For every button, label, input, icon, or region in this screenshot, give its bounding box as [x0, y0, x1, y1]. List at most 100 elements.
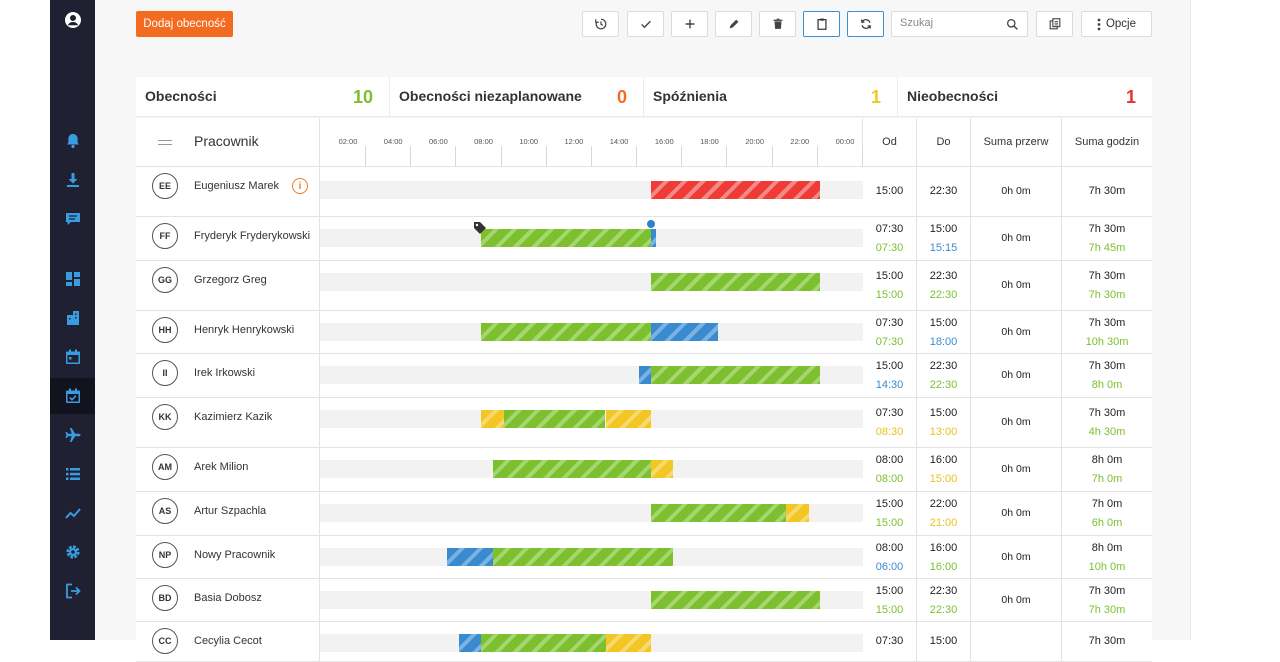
delete-button[interactable]	[759, 11, 796, 37]
od-cell[interactable]: 15:00 15:00	[863, 261, 917, 311]
employee-name[interactable]: Nowy Pracownik	[194, 549, 276, 561]
sidebar-item-plane[interactable]	[50, 417, 95, 453]
sidebar-item-calendar[interactable]	[50, 339, 95, 375]
search-input[interactable]	[900, 17, 1010, 29]
attendance-bar-green[interactable]	[481, 323, 651, 341]
do-cell[interactable]: 16:00 16:00	[917, 536, 971, 579]
do-cell[interactable]: 22:00 21:00	[917, 492, 971, 536]
do-cell[interactable]: 22:30 22:30	[917, 354, 971, 398]
do-cell[interactable]: 22:30	[917, 167, 971, 217]
attendance-bar-green[interactable]	[650, 366, 821, 384]
breaks-header[interactable]: Suma przerw	[971, 118, 1062, 167]
total-header[interactable]: Suma godzin	[1062, 118, 1152, 167]
sidebar-item-logout[interactable]	[50, 573, 95, 609]
attendance-bar-green[interactable]	[503, 410, 606, 428]
stat-card[interactable]: Spóźnienia 1	[644, 77, 898, 117]
attendance-bar-red[interactable]	[650, 181, 821, 199]
edit-button[interactable]	[715, 11, 752, 37]
employee-name[interactable]: Henryk Henrykowski	[194, 324, 295, 336]
attendance-bar-green[interactable]	[492, 460, 651, 478]
total-cell[interactable]: 8h 0m 7h 0m	[1062, 448, 1152, 492]
sidebar-item-calendar-check[interactable]	[50, 378, 95, 414]
sidebar-item-download[interactable]	[50, 162, 95, 198]
employee-row[interactable]: AM Arek Milion	[136, 448, 320, 492]
attendance-bar-green[interactable]	[650, 504, 787, 522]
breaks-cell[interactable]: 0h 0m	[971, 398, 1062, 448]
breaks-cell[interactable]: 0h 0m	[971, 354, 1062, 398]
od-cell[interactable]: 07:30 08:30	[863, 398, 917, 448]
attendance-bar-yellow[interactable]	[605, 634, 651, 652]
total-cell[interactable]: 7h 30m 7h 45m	[1062, 217, 1152, 261]
breaks-cell[interactable]: 0h 0m	[971, 167, 1062, 217]
refresh-button[interactable]	[847, 11, 884, 37]
od-cell[interactable]: 15:00 15:00	[863, 492, 917, 536]
sidebar-item-dashboard[interactable]	[50, 261, 95, 297]
pin-marker[interactable]	[646, 220, 655, 228]
stat-card[interactable]: Obecności niezaplanowane 0	[390, 77, 644, 117]
search-icon[interactable]	[1006, 18, 1019, 31]
employee-name[interactable]: Artur Szpachla	[194, 505, 267, 517]
do-cell[interactable]: 15:00 15:15	[917, 217, 971, 261]
attendance-bar-yellow[interactable]	[650, 460, 674, 478]
od-cell[interactable]: 07:30 07:30	[863, 311, 917, 354]
attendance-bar-blue[interactable]	[650, 229, 657, 247]
breaks-cell[interactable]: 0h 0m	[971, 311, 1062, 354]
employee-row[interactable]: KK Kazimierz Kazik	[136, 398, 320, 448]
breaks-cell[interactable]: 0h 0m	[971, 448, 1062, 492]
sidebar-item-list[interactable]	[50, 456, 95, 492]
employee-row[interactable]: BD Basia Dobosz	[136, 579, 320, 622]
history-button[interactable]	[582, 11, 619, 37]
sidebar-item-user-circle[interactable]	[50, 2, 95, 38]
breaks-cell[interactable]	[971, 622, 1062, 662]
employee-name[interactable]: Fryderyk Fryderykowski	[194, 230, 311, 242]
attendance-bar-green[interactable]	[650, 273, 821, 291]
sidebar-item-bell[interactable]	[50, 123, 95, 159]
employee-row[interactable]: FF Fryderyk Fryderykowski	[136, 217, 320, 261]
add-attendance-button[interactable]: Dodaj obecność	[136, 11, 233, 37]
employee-name[interactable]: Eugeniusz Marek	[194, 180, 279, 192]
options-button[interactable]: Opcje	[1081, 11, 1152, 37]
do-cell[interactable]: 15:00 13:00	[917, 398, 971, 448]
attendance-bar-yellow[interactable]	[786, 504, 809, 522]
attendance-bar-green[interactable]	[481, 229, 651, 247]
od-cell[interactable]: 07:30	[863, 622, 917, 662]
total-cell[interactable]: 7h 0m 6h 0m	[1062, 492, 1152, 536]
employee-header[interactable]: Pracownik	[136, 118, 320, 167]
copy-button[interactable]	[1036, 11, 1073, 37]
od-cell[interactable]: 07:30 07:30	[863, 217, 917, 261]
employee-row[interactable]: CC Cecylia Cecot	[136, 622, 320, 662]
sidebar-item-chart-line[interactable]	[50, 495, 95, 531]
attendance-bar-yellow[interactable]	[605, 410, 651, 428]
employee-row[interactable]: AS Artur Szpachla	[136, 492, 320, 536]
od-cell[interactable]: 15:00 14:30	[863, 354, 917, 398]
do-cell[interactable]: 15:00	[917, 622, 971, 662]
do-cell[interactable]: 16:00 15:00	[917, 448, 971, 492]
employee-name[interactable]: Cecylia Cecot	[194, 635, 262, 647]
attendance-bar-green[interactable]	[650, 591, 821, 609]
sidebar-item-building[interactable]	[50, 300, 95, 336]
employee-name[interactable]: Basia Dobosz	[194, 592, 262, 604]
attendance-bar-green[interactable]	[481, 634, 606, 652]
total-cell[interactable]: 7h 30m 4h 30m	[1062, 398, 1152, 448]
attendance-bar-green[interactable]	[492, 548, 674, 566]
stat-card[interactable]: Obecności 10	[136, 77, 390, 117]
total-cell[interactable]: 7h 30m	[1062, 167, 1152, 217]
breaks-cell[interactable]: 0h 0m	[971, 217, 1062, 261]
attendance-bar-blue[interactable]	[447, 548, 493, 566]
clipboard-button[interactable]	[803, 11, 840, 37]
od-cell[interactable]: 15:00	[863, 167, 917, 217]
od-cell[interactable]: 08:00 06:00	[863, 536, 917, 579]
do-header[interactable]: Do	[917, 118, 971, 167]
attendance-bar-blue[interactable]	[639, 366, 651, 384]
do-cell[interactable]: 22:30 22:30	[917, 579, 971, 622]
employee-row[interactable]: HH Henryk Henrykowski	[136, 311, 320, 354]
total-cell[interactable]: 7h 30m 10h 30m	[1062, 311, 1152, 354]
employee-name[interactable]: Kazimierz Kazik	[194, 411, 273, 423]
breaks-cell[interactable]: 0h 0m	[971, 492, 1062, 536]
employee-row[interactable]: GG Grzegorz Greg	[136, 261, 320, 311]
breaks-cell[interactable]: 0h 0m	[971, 536, 1062, 579]
attendance-bar-yellow[interactable]	[481, 410, 504, 428]
breaks-cell[interactable]: 0h 0m	[971, 579, 1062, 622]
employee-name[interactable]: Arek Milion	[194, 461, 249, 473]
add-button[interactable]	[671, 11, 708, 37]
